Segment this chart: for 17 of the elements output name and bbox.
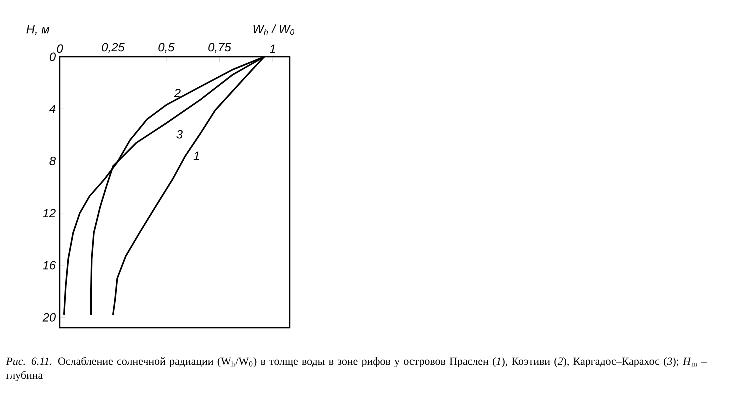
y-tick-label: 4 — [50, 105, 56, 114]
series-label: 2 — [174, 88, 181, 98]
y-axis-title: H, м — [26, 25, 50, 36]
y-tick-label: 0 — [50, 52, 56, 62]
x-tick-label: 0,75 — [208, 43, 232, 54]
y-tick-label: 12 — [43, 209, 56, 218]
series-label: 1 — [194, 152, 200, 160]
text: Рис. 6.11. Ослабление солнечной радиации (W$_{h}$/W$_{0}$) в толще воды в зоне рифов у островов Праслен (1), Коэтиви (2), Каргадос–Карахос (3); H$_{m}$ – глубина — [6, 357, 708, 382]
series-label: 3 — [176, 130, 183, 139]
y-tick-label: 16 — [43, 261, 56, 270]
x-tick-label: 1 — [270, 44, 276, 54]
x-tick-label: 0,25 — [102, 43, 125, 54]
y-tick-label: 20 — [42, 313, 56, 322]
x-axis-title: W$_{h}$ / W$_{0}$ — [254, 24, 295, 36]
x-tick-label: 0 — [57, 44, 64, 54]
y-tick-label: 8 — [50, 157, 56, 166]
x-tick-label: 0,5 — [158, 43, 175, 54]
